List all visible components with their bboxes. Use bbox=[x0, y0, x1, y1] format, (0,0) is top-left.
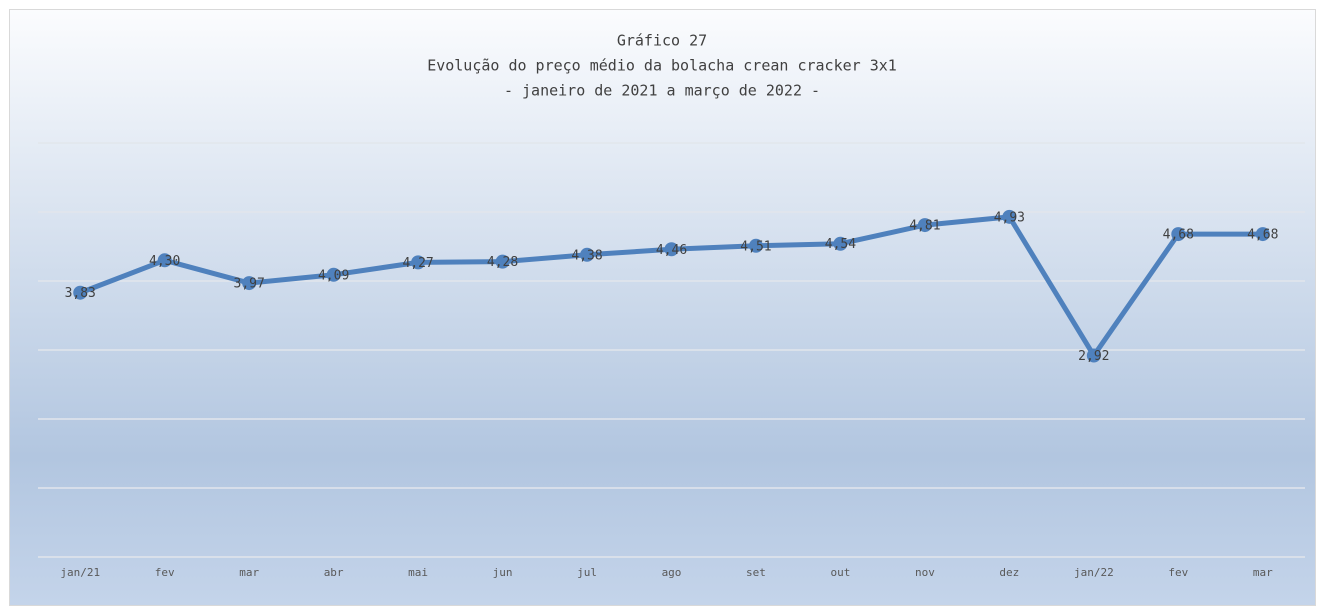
data-label: 3,83 bbox=[65, 286, 96, 301]
data-label: 2,92 bbox=[1078, 349, 1109, 364]
point bbox=[917, 218, 932, 233]
point bbox=[833, 236, 848, 251]
data-label: 4,93 bbox=[994, 210, 1025, 225]
x-tick-label: jun bbox=[493, 566, 513, 579]
point bbox=[1171, 227, 1186, 242]
data-label: 4,81 bbox=[909, 219, 940, 234]
point bbox=[748, 238, 763, 253]
x-tick-label: jan/21 bbox=[60, 566, 100, 579]
x-tick-label: jul bbox=[577, 566, 597, 579]
point bbox=[1086, 348, 1101, 363]
data-label: 3,97 bbox=[234, 277, 265, 292]
x-tick-label: out bbox=[830, 566, 850, 579]
x-tick-label: nov bbox=[915, 566, 935, 579]
x-tick-label: jan/22 bbox=[1074, 566, 1114, 579]
chart-title: Gráfico 27 bbox=[617, 32, 707, 50]
data-label: 4,30 bbox=[149, 254, 180, 269]
point bbox=[411, 255, 426, 270]
point bbox=[495, 254, 510, 269]
point bbox=[326, 267, 341, 282]
point bbox=[580, 247, 595, 262]
point bbox=[157, 253, 172, 268]
x-tick-label: mai bbox=[408, 566, 428, 579]
chart-subtitle: Evolução do preço médio da bolacha crean… bbox=[427, 57, 897, 75]
x-tick-label: ago bbox=[662, 566, 682, 579]
point bbox=[242, 276, 257, 291]
point bbox=[1002, 209, 1017, 224]
x-tick-label: dez bbox=[999, 566, 1019, 579]
data-label: 4,68 bbox=[1163, 228, 1194, 243]
x-tick-label: mar bbox=[239, 566, 259, 579]
data-label: 4,28 bbox=[487, 255, 518, 270]
data-label: 4,68 bbox=[1247, 228, 1278, 243]
data-label: 4,27 bbox=[402, 256, 433, 271]
x-tick-label: mar bbox=[1253, 566, 1273, 579]
data-label: 4,09 bbox=[318, 268, 349, 283]
x-tick-label: fev bbox=[155, 566, 175, 579]
point bbox=[73, 285, 88, 300]
x-tick-label: set bbox=[746, 566, 766, 579]
point bbox=[664, 242, 679, 257]
point bbox=[1255, 227, 1270, 242]
x-tick-label: fev bbox=[1168, 566, 1188, 579]
chart-subtitle: - janeiro de 2021 a março de 2022 - bbox=[504, 82, 820, 100]
chart-area bbox=[9, 9, 1316, 606]
data-label: 4,46 bbox=[656, 243, 687, 258]
data-label: 4,51 bbox=[740, 239, 771, 254]
x-tick-label: abr bbox=[324, 566, 344, 579]
data-label: 4,54 bbox=[825, 237, 856, 252]
data-label: 4,38 bbox=[571, 248, 602, 263]
